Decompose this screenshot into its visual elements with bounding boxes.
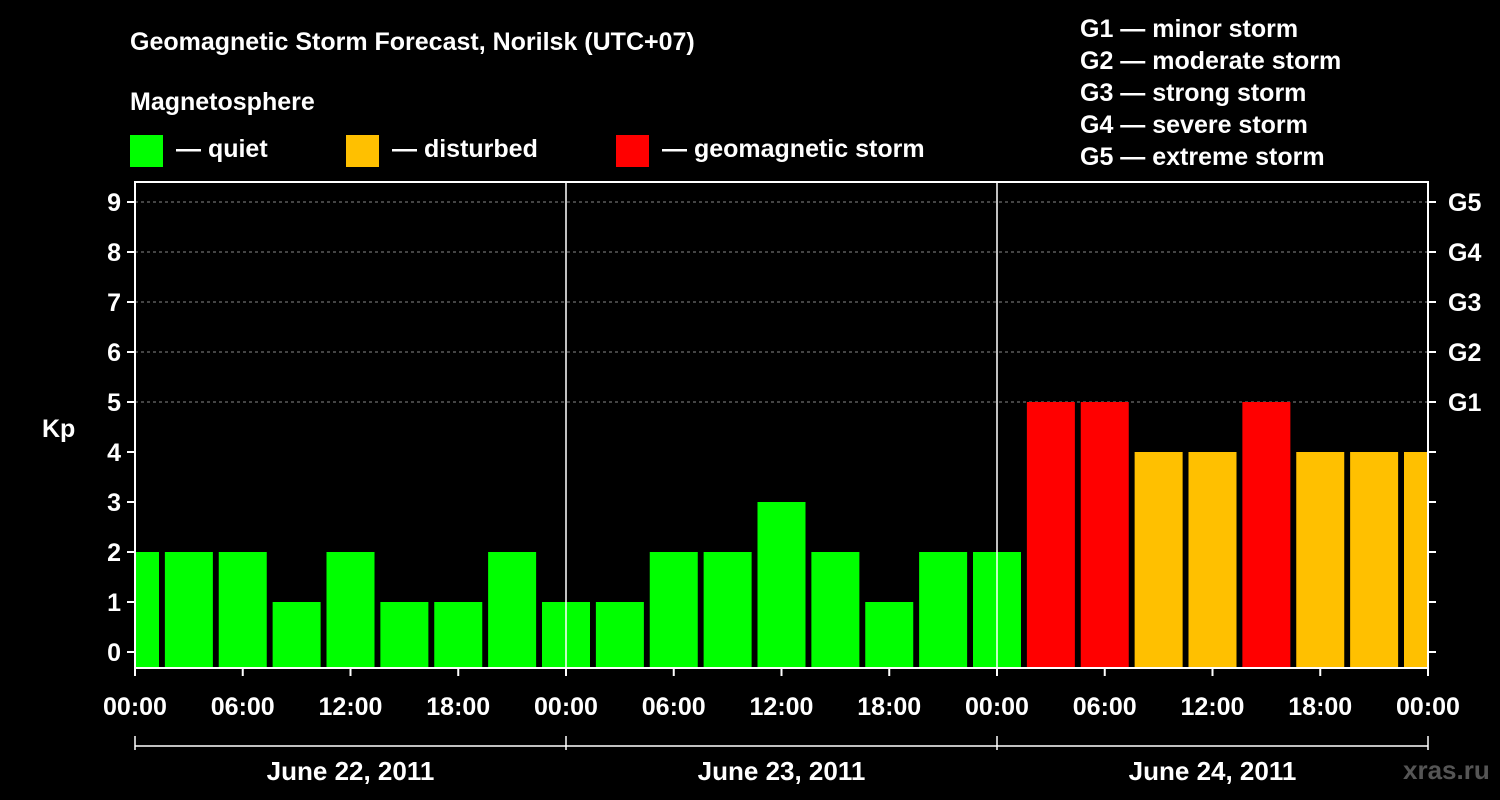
bar-14 (865, 602, 914, 668)
bars (136, 402, 1428, 668)
bar-11 (703, 552, 752, 668)
legend-swatch-disturbed (346, 135, 379, 167)
bar-5 (380, 602, 429, 668)
x-tick-label: 12:00 (1181, 693, 1245, 721)
x-tick-label: 06:00 (642, 693, 706, 721)
bar-6 (434, 602, 483, 668)
bar-4 (326, 552, 375, 668)
chart-title: Geomagnetic Storm Forecast, Norilsk (UTC… (130, 28, 695, 56)
bar-1 (164, 552, 213, 668)
storm-scale-g2: G2 — moderate storm (1080, 47, 1341, 75)
bar-20 (1188, 452, 1237, 668)
y-tick-label: 6 (107, 339, 121, 367)
g-level-label: G2 (1448, 339, 1481, 367)
g-level-label: G4 (1448, 239, 1481, 267)
watermark: xras.ru (1403, 755, 1490, 785)
y-tick-label: 2 (107, 539, 121, 567)
bar-24 (1404, 452, 1428, 668)
legend-swatch-storm (616, 135, 649, 167)
tick-labels: 0 1 2 3 4 5 6 7 8 9 G1 G2 G3 G4 G5 00:00 06:00 12:00 18:00… (103, 189, 1481, 721)
bar-18 (1080, 402, 1129, 668)
bar-10 (649, 552, 698, 668)
legend-label-quiet: — quiet (176, 135, 268, 163)
x-tick-label: 00:00 (965, 693, 1029, 721)
x-tick-label: 18:00 (857, 693, 921, 721)
day-label: June 24, 2011 (1129, 756, 1297, 786)
legend-label-disturbed: — disturbed (392, 135, 538, 163)
bar-23 (1350, 452, 1399, 668)
bar-12 (757, 502, 806, 668)
x-tick-label: 06:00 (211, 693, 275, 721)
legend-heading: Magnetosphere (130, 88, 315, 116)
y-tick-label: 1 (107, 589, 121, 617)
bar-3 (272, 602, 321, 668)
storm-scale-g3: G3 — strong storm (1080, 79, 1306, 107)
storm-scale-g1: G1 — minor storm (1080, 15, 1298, 43)
storm-scale-g4: G4 — severe storm (1080, 111, 1308, 139)
y-axis-label: Kp (42, 415, 75, 443)
bar-0 (136, 552, 159, 668)
day-label: June 22, 2011 (267, 756, 435, 786)
x-tick-label: 00:00 (103, 693, 167, 721)
bar-7 (488, 552, 537, 668)
x-tick-label: 12:00 (319, 693, 383, 721)
bar-17 (1026, 402, 1075, 668)
g-level-label: G3 (1448, 289, 1481, 317)
bar-9 (595, 602, 644, 668)
y-tick-label: 7 (107, 289, 121, 317)
axes (127, 181, 1436, 750)
bar-2 (218, 552, 267, 668)
y-tick-label: 0 (107, 639, 121, 667)
storm-scale-g5: G5 — extreme storm (1080, 143, 1325, 171)
x-tick-label: 06:00 (1073, 693, 1137, 721)
bar-15 (919, 552, 968, 668)
x-tick-label: 00:00 (534, 693, 598, 721)
grid-lines (135, 201, 1428, 403)
legend-swatch-quiet (130, 135, 163, 167)
y-tick-label: 4 (107, 439, 121, 467)
x-tick-label: 00:00 (1396, 693, 1460, 721)
x-tick-label: 12:00 (750, 693, 814, 721)
bar-22 (1296, 452, 1345, 668)
y-tick-label: 8 (107, 239, 121, 267)
x-tick-label: 18:00 (426, 693, 490, 721)
x-tick-label: 18:00 (1288, 693, 1352, 721)
legend-label-storm: — geomagnetic storm (662, 135, 925, 163)
bar-13 (811, 552, 860, 668)
bar-21 (1242, 402, 1291, 668)
y-tick-label: 9 (107, 189, 121, 217)
g-level-label: G5 (1448, 189, 1481, 217)
g-level-label: G1 (1448, 389, 1481, 417)
y-tick-label: 5 (107, 389, 121, 417)
y-tick-label: 3 (107, 489, 121, 517)
day-label: June 23, 2011 (698, 756, 866, 786)
bar-19 (1134, 452, 1183, 668)
day-labels: June 22, 2011 June 23, 2011 June 24, 2011 (267, 756, 1297, 786)
